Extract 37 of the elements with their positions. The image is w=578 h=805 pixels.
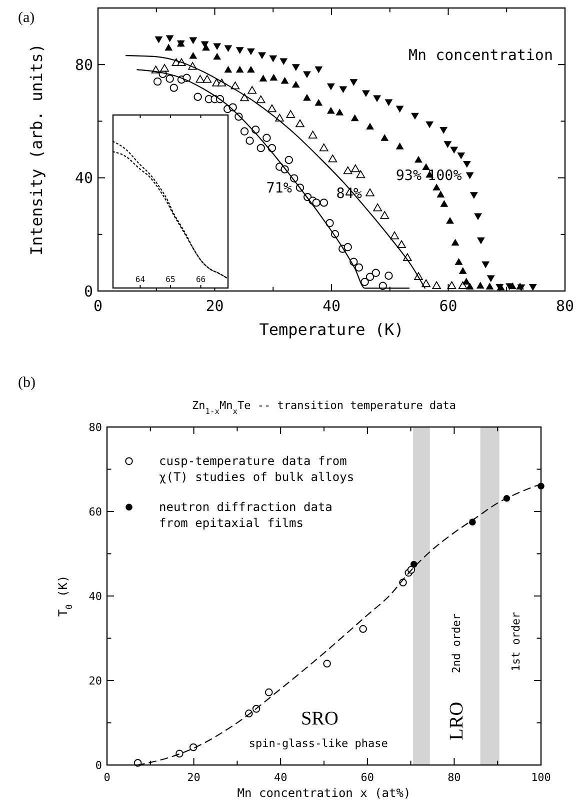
- annotation: spin-glass-like phase: [248, 736, 388, 750]
- y-tick-label: 60: [88, 505, 102, 518]
- y-tick-label: 20: [88, 674, 102, 688]
- x-tick-label: 60: [360, 771, 374, 784]
- x-tick-label: 60: [439, 297, 458, 315]
- text: (b): [18, 375, 36, 391]
- legend-label: neutron diffraction data from epitaxial films: [159, 500, 332, 530]
- x-tick-label: 40: [274, 771, 288, 784]
- x-tick-label: 66: [196, 275, 206, 284]
- series-label: 93%: [396, 168, 422, 184]
- annotation: 1st order: [509, 611, 522, 672]
- annotation: LRO: [446, 702, 468, 740]
- series-label: 100%: [428, 168, 462, 184]
- x-axis-title: Mn concentration x (at%): [237, 786, 411, 800]
- series-label: 71%: [266, 180, 292, 197]
- y-tick-label: 80: [74, 56, 93, 74]
- x-tick-label: 64: [135, 275, 146, 284]
- chart-title: Zn$_{1-x}$Mn$_{x}$Te -- transition temperature data: [192, 399, 456, 416]
- text: (a): [18, 10, 35, 26]
- legend-label: cusp-temperature data from χ(T) studies of bulk alloys: [159, 454, 354, 484]
- x-tick-label: 100: [531, 771, 551, 784]
- x-tick-label: 20: [206, 297, 224, 315]
- y-tick-label: 0: [95, 758, 102, 772]
- y-tick-label: 80: [88, 420, 102, 434]
- annotation: 2nd order: [450, 613, 463, 674]
- x-tick-label: 20: [187, 771, 200, 784]
- x-axis-title: Temperature (K): [259, 320, 404, 339]
- x-tick-label: 0: [104, 771, 110, 784]
- y-tick-label: 40: [74, 169, 93, 188]
- legend-title: Mn concentration: [408, 46, 553, 64]
- x-tick-label: 80: [556, 297, 574, 315]
- y-tick-label: 40: [88, 590, 102, 603]
- y-axis-title: Intensity (arb. units): [27, 44, 46, 256]
- x-tick-label: 40: [322, 297, 341, 315]
- x-tick-label: 80: [448, 771, 461, 784]
- x-tick-label: 65: [166, 275, 176, 284]
- annotation: SRO: [300, 708, 338, 730]
